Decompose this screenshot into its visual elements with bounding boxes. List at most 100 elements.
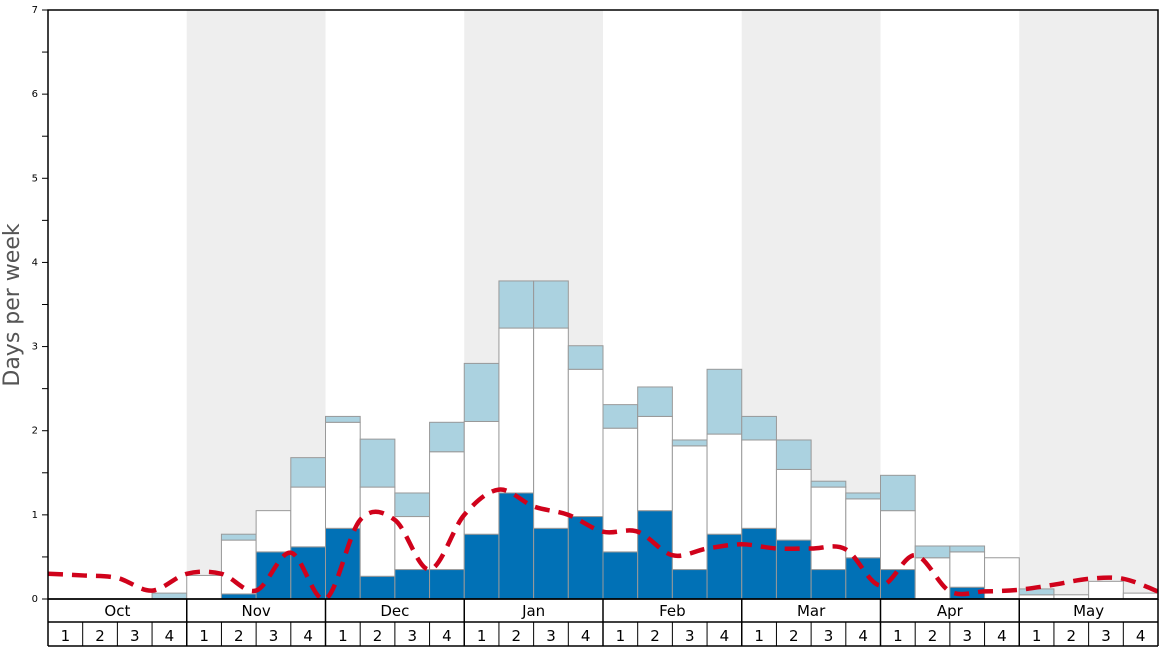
bar-white xyxy=(463,420,500,535)
bar-white xyxy=(810,486,847,571)
week-label: 4 xyxy=(165,627,175,645)
bar-white xyxy=(290,486,326,548)
bar-light-blue xyxy=(359,438,396,488)
bar-light-blue xyxy=(533,280,569,329)
week-label: 3 xyxy=(824,627,834,645)
bar-light-blue xyxy=(394,492,431,518)
bar-dark-blue xyxy=(741,527,777,600)
month-label: Oct xyxy=(104,602,130,620)
week-label: 3 xyxy=(130,627,140,645)
bar-dark-blue xyxy=(845,557,881,600)
bar-white xyxy=(706,433,743,535)
bar-dark-blue xyxy=(359,575,396,600)
bar-light-blue xyxy=(463,362,500,422)
bar-white xyxy=(429,451,465,571)
week-label: 4 xyxy=(442,627,452,645)
bar-dark-blue xyxy=(220,593,257,600)
week-label: 1 xyxy=(893,627,903,645)
bar-white xyxy=(775,468,812,541)
y-tick-label: 0 xyxy=(32,594,38,605)
bar-dark-blue xyxy=(463,533,500,600)
bar-light-blue xyxy=(290,457,326,488)
bar-dark-blue xyxy=(498,492,535,600)
week-label: 2 xyxy=(373,627,383,645)
bar-light-blue xyxy=(810,480,847,488)
bar-dark-blue xyxy=(533,527,569,600)
y-tick-label: 6 xyxy=(32,89,38,100)
bar-white xyxy=(325,421,361,529)
week-label: 2 xyxy=(234,627,244,645)
bar-dark-blue xyxy=(394,569,431,600)
bar-white xyxy=(567,368,604,518)
bar-light-blue xyxy=(880,474,916,512)
week-label: 3 xyxy=(962,627,972,645)
bar-light-blue xyxy=(1018,588,1055,596)
bar-light-blue xyxy=(567,345,604,370)
bar-light-blue xyxy=(602,404,639,429)
shade-may xyxy=(1019,10,1158,599)
bar-white xyxy=(949,551,986,588)
bar-dark-blue xyxy=(567,516,604,600)
bar-white xyxy=(498,327,535,494)
week-label: 4 xyxy=(720,627,730,645)
month-label: Mar xyxy=(797,602,826,620)
y-tick-label: 5 xyxy=(32,173,38,184)
y-tick-label: 4 xyxy=(32,257,38,268)
week-label: 4 xyxy=(1136,627,1146,645)
bar-light-blue xyxy=(637,386,673,417)
x-axis: Oct 1 2 3 4 Nov 1 2 3 4 Dec 1 2 3 4 Jan 1 2 3 4 Feb 1 2 3 4 Mar 1 2… xyxy=(47,598,1159,647)
month-label: Dec xyxy=(380,602,409,620)
bar-dark-blue xyxy=(429,569,465,600)
bar-light-blue xyxy=(845,492,881,500)
bar-white xyxy=(845,498,881,559)
week-label: 2 xyxy=(650,627,660,645)
bar-light-blue xyxy=(741,415,777,441)
week-label: 2 xyxy=(789,627,799,645)
bar-white xyxy=(880,510,916,571)
y-axis-label: Days per week xyxy=(0,223,25,386)
bar-dark-blue xyxy=(810,569,847,600)
bar-white xyxy=(1088,580,1124,600)
month-label: Nov xyxy=(241,602,270,620)
bar-light-blue xyxy=(775,439,812,470)
week-label: 2 xyxy=(95,627,105,645)
y-tick-label: 7 xyxy=(32,5,38,16)
bar-white xyxy=(359,486,396,577)
bar-light-blue xyxy=(220,533,257,541)
bar-light-blue xyxy=(498,280,535,329)
month-label: May xyxy=(1073,602,1104,620)
bar-dark-blue xyxy=(255,551,292,600)
y-axis: 0 1 2 3 4 5 6 7 xyxy=(32,5,48,605)
week-label: 4 xyxy=(303,627,313,645)
bar-white xyxy=(914,557,951,600)
bar-white xyxy=(533,327,569,529)
week-label: 4 xyxy=(858,627,868,645)
bar-light-blue xyxy=(914,545,951,559)
bar-white xyxy=(1122,592,1159,600)
y-tick-label: 1 xyxy=(32,510,38,521)
week-label: 3 xyxy=(407,627,417,645)
week-label: 4 xyxy=(581,627,591,645)
week-label: 1 xyxy=(754,627,764,645)
bar-light-blue xyxy=(949,545,986,553)
week-label: 2 xyxy=(512,627,522,645)
bar-dark-blue xyxy=(671,569,708,600)
week-label: 3 xyxy=(546,627,556,645)
month-label: Jan xyxy=(521,602,545,620)
week-label: 1 xyxy=(61,627,71,645)
y-tick-label: 2 xyxy=(32,426,38,437)
bar-white xyxy=(255,510,292,553)
average-line-path xyxy=(47,487,1159,602)
y-tick-label: 3 xyxy=(32,342,38,353)
week-label: 1 xyxy=(1032,627,1042,645)
average-line xyxy=(47,487,1159,602)
bar-light-blue xyxy=(429,421,465,453)
bar-dark-blue xyxy=(602,551,639,600)
bar-light-blue xyxy=(706,368,743,435)
week-label: 3 xyxy=(685,627,695,645)
week-label: 4 xyxy=(997,627,1007,645)
bar-light-blue xyxy=(671,439,708,447)
week-label: 1 xyxy=(338,627,348,645)
week-label: 2 xyxy=(928,627,938,645)
